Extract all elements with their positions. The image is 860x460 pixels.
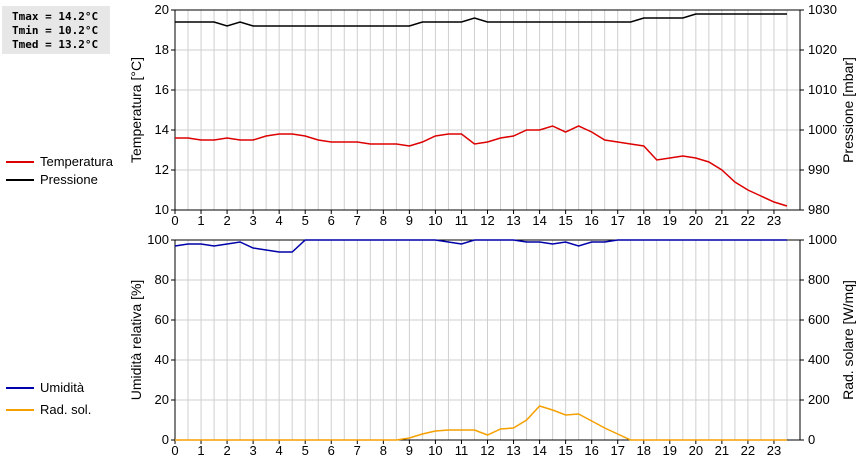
stats-box: Tmax = 14.2°C Tmin = 10.2°C Tmed = 13.2°… (2, 6, 110, 54)
x-tick-label: 21 (715, 213, 729, 228)
x-tick-label: 6 (328, 443, 335, 458)
y2-tick-label: 980 (808, 202, 830, 217)
x-tick-label: 6 (328, 213, 335, 228)
x-tick-label: 19 (663, 213, 677, 228)
legend-swatch-temperatura (6, 161, 34, 163)
x-tick-label: 12 (480, 443, 494, 458)
x-tick-label: 18 (637, 213, 651, 228)
y2-tick-label: 200 (808, 392, 830, 407)
x-tick-label: 15 (558, 443, 572, 458)
x-tick-label: 16 (584, 443, 598, 458)
y-tick-label: 18 (155, 42, 169, 57)
y-axis-title: Umidità relativa [%] (128, 280, 144, 401)
x-tick-label: 3 (250, 213, 257, 228)
y2-tick-label: 600 (808, 312, 830, 327)
x-tick-label: 23 (767, 213, 781, 228)
series-line-temperatura (175, 125, 788, 207)
tmin-text: Tmin = 10.2°C (12, 24, 99, 37)
y-tick-label: 20 (155, 392, 169, 407)
x-tick-label: 3 (250, 443, 257, 458)
x-tick-label: 17 (610, 443, 624, 458)
x-tick-label: 14 (532, 443, 546, 458)
x-tick-label: 22 (741, 443, 755, 458)
y-tick-label: 80 (155, 272, 169, 287)
legend-label-rad-sol: Rad. sol. (40, 402, 92, 417)
x-tick-label: 20 (689, 213, 703, 228)
y2-tick-label: 800 (808, 272, 830, 287)
x-tick-label: 20 (689, 443, 703, 458)
x-tick-label: 14 (532, 213, 546, 228)
x-tick-label: 15 (558, 213, 572, 228)
tmed-text: Tmed = 13.2°C (12, 38, 99, 51)
series-line-umidit (174, 239, 787, 253)
x-tick-label: 0 (171, 213, 178, 228)
x-tick-label: 13 (506, 213, 520, 228)
x-tick-label: 5 (302, 443, 309, 458)
y2-tick-label: 0 (808, 432, 815, 447)
y-tick-label: 40 (155, 352, 169, 367)
legend-swatch-pressione (6, 179, 34, 181)
x-tick-label: 21 (715, 443, 729, 458)
x-tick-label: 2 (223, 213, 230, 228)
y-tick-label: 0 (162, 432, 169, 447)
y2-tick-label: 400 (808, 352, 830, 367)
y2-tick-label: 990 (808, 162, 830, 177)
x-tick-label: 11 (455, 443, 469, 458)
x-tick-label: 19 (663, 443, 677, 458)
legend-swatch-rad-sol (6, 409, 34, 411)
y2-tick-label: 1030 (808, 2, 837, 17)
y2-tick-label: 1020 (808, 42, 837, 57)
y-tick-label: 16 (155, 82, 169, 97)
y2-axis-title: Pressione [mbar] (840, 57, 856, 163)
y-tick-label: 12 (155, 162, 169, 177)
y2-tick-label: 1000 (808, 122, 837, 137)
x-tick-label: 11 (455, 213, 469, 228)
x-tick-label: 10 (428, 443, 442, 458)
x-tick-label: 7 (354, 443, 361, 458)
x-tick-label: 8 (380, 213, 387, 228)
y2-tick-label: 1000 (808, 232, 837, 247)
x-tick-label: 16 (584, 213, 598, 228)
x-tick-label: 4 (276, 213, 283, 228)
legend-label-temperatura: Temperatura (40, 154, 113, 169)
x-tick-label: 5 (302, 213, 309, 228)
y-axis-title: Temperatura [°C] (128, 57, 144, 163)
y-tick-label: 10 (155, 202, 169, 217)
y-tick-label: 20 (155, 2, 169, 17)
x-tick-label: 0 (171, 443, 178, 458)
x-tick-label: 7 (354, 213, 361, 228)
legend-swatch-umidita (6, 387, 34, 389)
y2-axis-title: Rad. solare [W/mq] (840, 280, 856, 400)
legend-label-umidita: Umidità (40, 380, 85, 395)
y-tick-label: 14 (155, 122, 169, 137)
tmax-text: Tmax = 14.2°C (12, 10, 99, 23)
legend-label-pressione: Pressione (40, 172, 98, 187)
x-tick-label: 1 (197, 443, 204, 458)
x-tick-label: 17 (610, 213, 624, 228)
x-tick-label: 2 (223, 443, 230, 458)
x-tick-label: 4 (276, 443, 283, 458)
x-tick-label: 9 (406, 213, 413, 228)
x-tick-label: 10 (428, 213, 442, 228)
y2-tick-label: 1010 (808, 82, 837, 97)
y-tick-label: 100 (147, 232, 169, 247)
series-line-pressione (175, 13, 787, 27)
series-line-rad-sol (175, 405, 787, 441)
y-tick-label: 60 (155, 312, 169, 327)
x-tick-label: 1 (197, 213, 204, 228)
x-tick-label: 8 (380, 443, 387, 458)
x-tick-label: 18 (637, 443, 651, 458)
x-tick-label: 12 (480, 213, 494, 228)
x-tick-label: 13 (506, 443, 520, 458)
x-tick-label: 22 (741, 213, 755, 228)
x-tick-label: 23 (767, 443, 781, 458)
x-tick-label: 9 (406, 443, 413, 458)
